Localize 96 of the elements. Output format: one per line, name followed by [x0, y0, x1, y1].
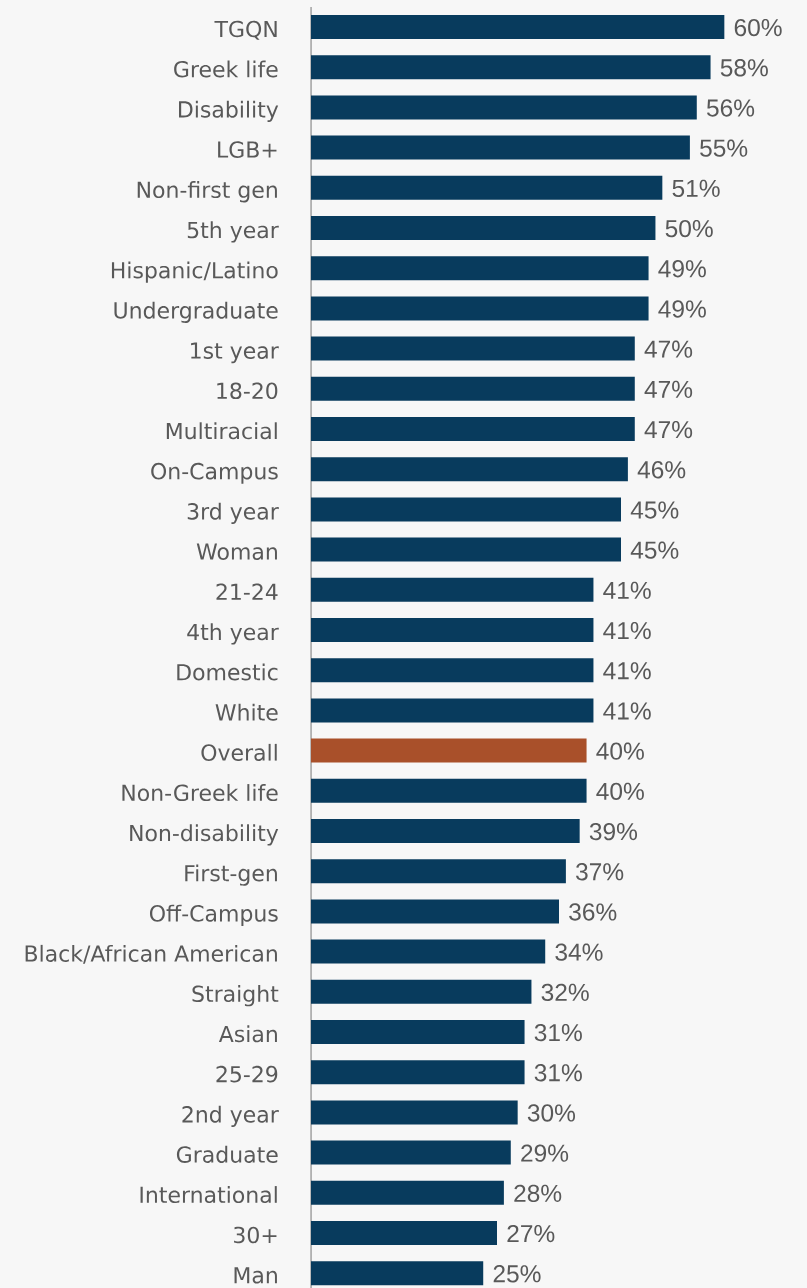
data-label: 47%	[644, 340, 693, 358]
bar	[311, 497, 621, 522]
data-label: 47%	[644, 421, 693, 439]
y-tick-label: TGQN	[214, 20, 277, 40]
y-tick-label: Graduate	[176, 1145, 278, 1163]
data-label: 28%	[514, 1184, 562, 1203]
y-tick-label: Disability	[179, 100, 279, 122]
bar	[311, 939, 546, 964]
y-tick-label: First-gen	[185, 864, 277, 886]
data-label: 31%	[534, 1064, 582, 1082]
bar	[311, 376, 635, 401]
bar	[311, 55, 711, 80]
data-label: 49%	[658, 300, 706, 318]
bar	[311, 1140, 511, 1165]
bar	[311, 256, 649, 281]
data-label: 30%	[527, 1104, 576, 1122]
y-tick-label: On-Campus	[151, 462, 278, 484]
y-tick-label: Black/African American	[25, 944, 277, 964]
y-tick-label: Woman	[196, 543, 277, 560]
y-tick-label: 1st year	[191, 342, 279, 364]
data-label: 37%	[576, 863, 624, 881]
bar	[311, 1100, 518, 1125]
y-tick-label: LGB+	[218, 141, 277, 158]
bar	[311, 1261, 484, 1286]
data-label: 51%	[672, 179, 720, 198]
y-tick-label: 3rd year	[187, 502, 279, 524]
bar	[311, 618, 594, 642]
y-tick-label: 2nd year	[182, 1105, 279, 1127]
data-label: 39%	[589, 822, 638, 841]
bar	[311, 417, 635, 441]
data-label: 31%	[534, 1023, 582, 1042]
data-label: 41%	[603, 581, 651, 599]
bar	[311, 577, 594, 602]
y-tick-label: Non-disability	[130, 824, 279, 846]
y-tick-label: Undergraduate	[114, 301, 278, 323]
data-label: 40%	[596, 782, 644, 801]
bar	[311, 738, 587, 763]
bar	[311, 296, 649, 321]
data-label: 55%	[700, 139, 748, 157]
data-label: 46%	[637, 461, 686, 479]
y-tick-label: Man	[234, 1267, 277, 1284]
data-label: 36%	[569, 903, 617, 921]
bar	[311, 537, 621, 562]
bar	[311, 1060, 525, 1085]
y-tick-label: Straight	[192, 985, 279, 1007]
y-tick-label: Multiracial	[166, 422, 277, 440]
bar	[311, 457, 628, 482]
y-tick-label: White	[215, 703, 278, 721]
bar	[311, 216, 656, 240]
data-label: 50%	[665, 219, 713, 238]
y-tick-label: Overall	[201, 743, 277, 761]
y-tick-label: 21-24	[216, 583, 278, 600]
data-label: 45%	[630, 541, 679, 559]
data-label: 47%	[644, 380, 693, 398]
data-label: 58%	[720, 59, 768, 77]
y-tick-label: Greek life	[174, 60, 278, 78]
data-label: 34%	[555, 943, 603, 961]
data-label: 56%	[706, 99, 755, 117]
data-label: 41%	[603, 662, 651, 680]
y-tick-label: 5th year	[187, 221, 279, 243]
y-tick-label: Non-first gen	[137, 181, 277, 203]
data-label: 41%	[603, 702, 651, 720]
bar	[311, 15, 725, 39]
data-label: 29%	[521, 1144, 569, 1162]
data-label: 40%	[596, 742, 644, 760]
data-label: 32%	[541, 983, 589, 1002]
bar	[311, 698, 594, 723]
bar	[311, 819, 580, 843]
y-tick-label: Domestic	[177, 663, 278, 681]
y-tick-label: International	[140, 1186, 277, 1204]
y-tick-label: Hispanic/Latino	[111, 261, 278, 283]
y-tick-label: 25-29	[216, 1065, 278, 1083]
bar	[311, 899, 559, 924]
bar	[311, 135, 690, 160]
bar	[311, 1220, 497, 1245]
data-label: 27%	[507, 1224, 555, 1243]
bar	[311, 95, 697, 120]
bar	[311, 175, 663, 200]
bar	[311, 778, 587, 803]
y-tick-label: Non-Greek life	[122, 784, 278, 802]
data-label: 41%	[603, 622, 651, 640]
bar	[311, 1180, 504, 1205]
y-tick-label: Asian	[218, 1025, 277, 1043]
bar	[311, 658, 594, 683]
y-tick-label: 4th year	[187, 623, 279, 645]
y-tick-label: Off-Campus	[149, 904, 278, 926]
data-label: 25%	[493, 1265, 541, 1283]
bar	[311, 336, 635, 361]
bar	[311, 1019, 525, 1044]
data-label: 60%	[734, 18, 782, 37]
data-label: 49%	[658, 260, 706, 278]
bar	[311, 979, 532, 1004]
y-tick-label: 18-20	[217, 382, 278, 400]
bar	[311, 859, 566, 884]
data-label: 45%	[630, 501, 679, 519]
y-tick-label: 30+	[234, 1226, 277, 1244]
